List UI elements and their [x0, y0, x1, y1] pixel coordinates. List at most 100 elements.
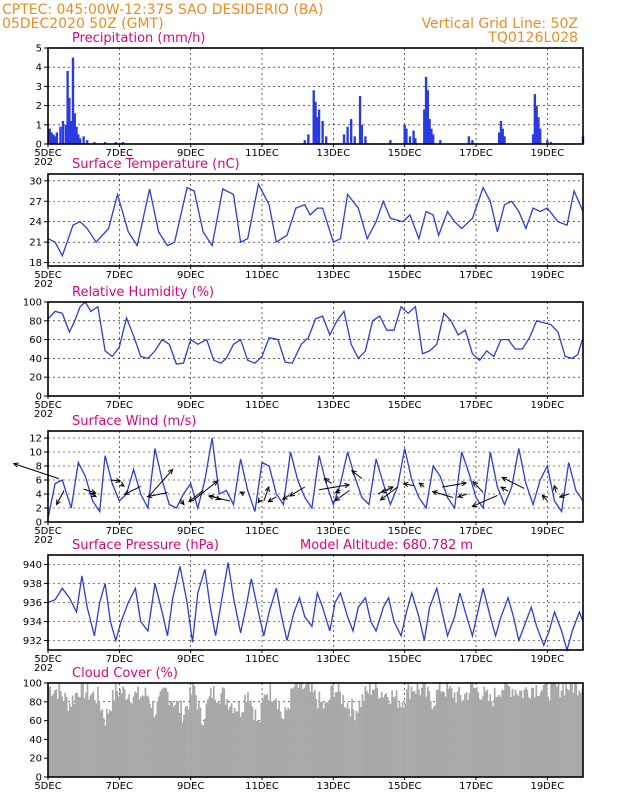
cloud-bar	[291, 688, 294, 777]
cloud-bar	[360, 707, 362, 777]
cloud-bar	[429, 700, 432, 777]
cloud-bar	[422, 683, 425, 777]
cloud-bar	[82, 683, 84, 777]
x-tick-label: 11DEC	[245, 270, 279, 281]
y-tick-label: 0	[36, 140, 42, 151]
cloud-bar	[278, 702, 281, 777]
cloud-bar	[174, 704, 177, 777]
cloud-bar	[79, 697, 81, 777]
panel-title: Relative Humidity (%)	[72, 285, 214, 300]
cloud-bar	[519, 690, 521, 777]
cloud-bar	[511, 688, 514, 777]
cloud-bar	[510, 696, 512, 777]
cloud-bar	[364, 686, 367, 777]
cloud-bar	[507, 685, 509, 777]
cloud-bar	[284, 707, 286, 777]
precip-bar	[414, 138, 417, 144]
x-tick-label: 17DEC	[459, 526, 493, 537]
cloud-bar	[169, 700, 172, 777]
cloud-bar	[285, 710, 288, 777]
cloud-bar	[186, 705, 188, 777]
panel-frame	[47, 682, 584, 778]
cloud-bar	[89, 695, 92, 777]
cloud-bar	[207, 699, 209, 777]
y-tick-label: 0	[36, 773, 42, 784]
rh-series-line	[47, 300, 584, 365]
x-tick-label: 13DEC	[316, 270, 350, 281]
cloud-bar	[281, 718, 284, 777]
cloud-bar	[209, 688, 212, 777]
cloud-bar	[131, 703, 133, 777]
wind-vector-head	[387, 486, 394, 492]
cloud-bar	[349, 716, 352, 777]
cloud-bar	[423, 683, 426, 777]
precip-bar	[53, 136, 57, 144]
cloud-bar	[498, 694, 500, 777]
cloud-bar	[462, 699, 465, 777]
cloud-bar	[155, 714, 157, 777]
cloud-bar	[354, 720, 356, 777]
y-tick-label: 80	[29, 316, 42, 327]
precip-bar	[307, 134, 310, 144]
x-year-stub: 202	[34, 409, 53, 420]
panel-wind: Surface Wind (m/s) 0 2 4 6 8 10 12 5DEC 7DEC 9DEC 1…	[12, 414, 584, 546]
precip-bar	[501, 128, 504, 144]
cloud-bar	[484, 691, 487, 777]
cloud-bar	[477, 692, 480, 777]
cloud-bar	[177, 701, 179, 777]
cloud-bar	[150, 707, 153, 777]
cloud-bar	[172, 706, 175, 777]
wind-vector-head	[541, 494, 548, 501]
cloud-bar	[517, 695, 520, 777]
cloud-bar	[282, 719, 285, 777]
cloud-bar	[67, 710, 70, 777]
wind-vector	[351, 470, 363, 479]
cloud-bar	[539, 692, 542, 777]
wind-vector-head	[334, 488, 341, 494]
cloud-bar	[400, 707, 402, 777]
precip-bar	[546, 140, 549, 144]
cloud-bar	[311, 683, 313, 777]
y-tick-label: 2	[36, 101, 42, 112]
header-grid-note: Vertical Grid Line: 50Z	[422, 16, 578, 32]
cloud-bar	[428, 691, 431, 777]
cloud-bar	[379, 697, 382, 777]
cloud-bar	[85, 692, 87, 777]
x-tick-label: 13DEC	[316, 781, 350, 792]
y-tick-label: 27	[29, 197, 42, 208]
cloud-bar	[541, 689, 544, 777]
wind-vector	[318, 484, 350, 491]
cloud-bar	[61, 696, 64, 777]
x-tick-label: 7DEC	[106, 270, 133, 281]
y-tick-label: 5	[36, 44, 42, 55]
cloud-bar	[290, 688, 292, 777]
x-tick-label: 17DEC	[459, 654, 493, 665]
panel-title: Surface Wind (m/s)	[72, 414, 196, 429]
x-tick-label: 7DEC	[106, 654, 133, 665]
x-tick-label: 7DEC	[106, 526, 133, 537]
panel-title: Cloud Cover (%)	[72, 666, 178, 681]
precip-bar	[114, 142, 117, 144]
cloud-bar	[538, 696, 541, 777]
cloud-bar	[73, 703, 75, 777]
cloud-bar	[560, 690, 563, 777]
cloud-bar	[563, 695, 566, 777]
x-tick-label: 9DEC	[177, 526, 204, 537]
precip-bar	[439, 140, 442, 144]
precip-bar	[73, 113, 76, 144]
x-tick-label: 19DEC	[530, 400, 564, 411]
cloud-bar	[542, 685, 545, 777]
cloud-bar	[302, 689, 304, 777]
cloud-bar	[366, 690, 368, 777]
cloud-bar	[116, 691, 119, 777]
cloud-bar	[305, 684, 307, 777]
wind-vector	[149, 469, 174, 496]
precip-bar	[353, 136, 356, 144]
wind-vector	[442, 482, 467, 488]
cloud-bar	[218, 703, 221, 777]
cloud-bar	[496, 696, 499, 777]
cloud-bar	[168, 704, 171, 777]
precip-bar	[471, 140, 474, 144]
precip-bar	[55, 132, 59, 144]
y-tick-label: 932	[23, 636, 42, 647]
